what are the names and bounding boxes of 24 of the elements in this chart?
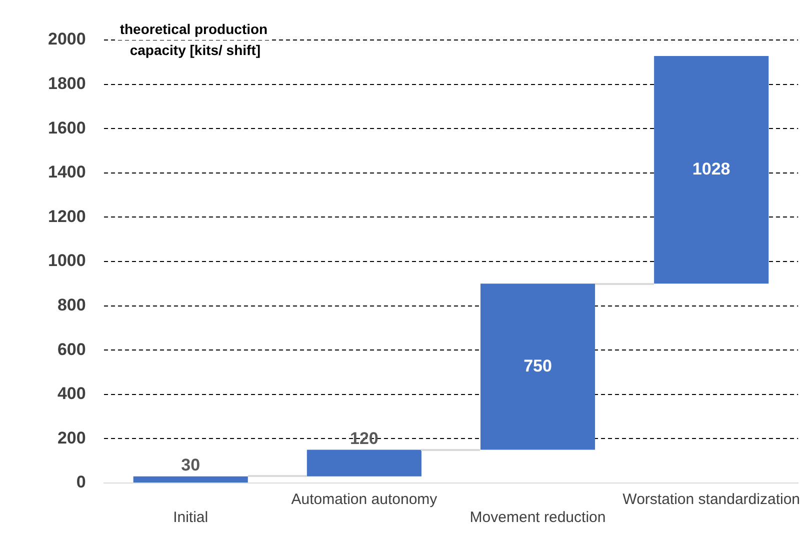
y-tick-label: 2000 xyxy=(48,30,86,49)
y-tick-label: 1400 xyxy=(48,162,86,182)
y-tick-label: 800 xyxy=(57,295,86,314)
bar xyxy=(654,56,769,284)
x-tick-label: Worstation standardization xyxy=(622,491,800,508)
x-tick-label: Movement reduction xyxy=(470,509,606,526)
y-axis-title: theoretical production capacity [kits/ shift] xyxy=(120,20,268,58)
y-tick-label: 1600 xyxy=(48,118,86,138)
y-tick-label: 1200 xyxy=(48,206,86,226)
x-tick-label: Initial xyxy=(173,509,208,526)
y-tick-label: 200 xyxy=(57,428,86,448)
y-tick-label: 1000 xyxy=(48,251,86,270)
bar xyxy=(480,284,596,450)
data-label: 1028 xyxy=(692,159,730,178)
data-label: 30 xyxy=(181,456,200,475)
y-tick-label: 400 xyxy=(57,384,86,404)
y-tick-label: 0 xyxy=(76,472,86,492)
x-tick-label: Automation autonomy xyxy=(291,491,438,508)
y-tick-label: 600 xyxy=(57,340,86,359)
data-label: 750 xyxy=(524,356,552,376)
data-label: 120 xyxy=(350,428,378,448)
y-tick-label: 1800 xyxy=(48,74,86,93)
bar xyxy=(133,476,248,482)
bar xyxy=(306,450,422,476)
